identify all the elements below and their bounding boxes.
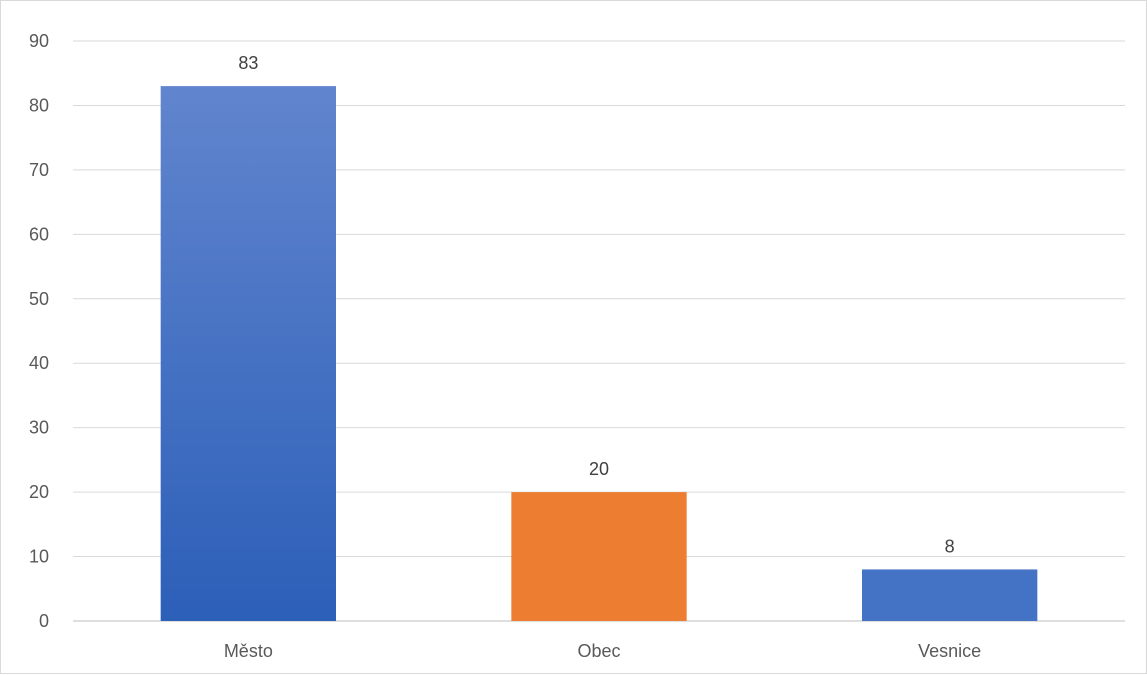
bar-vesnice [862,569,1038,621]
y-tick-label: 20 [29,482,49,502]
y-tick-label: 10 [29,547,49,567]
data-labels: 83 20 8 [238,53,954,556]
y-axis-ticks: 0 10 20 30 40 50 60 70 80 90 [29,31,49,631]
y-tick-label: 50 [29,289,49,309]
bars [160,86,1038,622]
y-tick-label: 70 [29,160,49,180]
data-label: 20 [589,459,609,479]
y-tick-label: 40 [29,353,49,373]
y-tick-label: 30 [29,418,49,438]
y-tick-label: 0 [39,611,49,631]
y-tick-label: 80 [29,95,49,115]
x-category-label: Vesnice [918,641,981,661]
x-axis-labels: Město Obec Vesnice [224,641,981,661]
data-label: 8 [945,536,955,556]
data-label: 83 [238,53,258,73]
bar-město [160,86,336,622]
bar-obec [511,492,687,621]
y-tick-label: 60 [29,224,49,244]
y-tick-label: 90 [29,31,49,51]
x-category-label: Město [224,641,273,661]
x-category-label: Obec [577,641,620,661]
